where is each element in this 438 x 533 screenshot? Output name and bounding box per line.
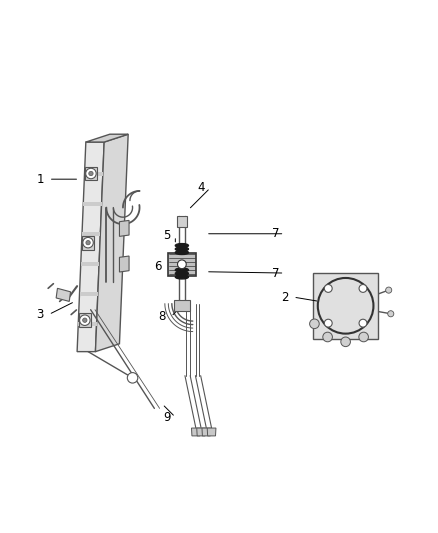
Text: 3: 3 <box>36 308 44 321</box>
Polygon shape <box>95 134 128 352</box>
Polygon shape <box>85 166 97 181</box>
Text: 1: 1 <box>36 173 44 185</box>
Polygon shape <box>80 292 98 296</box>
Polygon shape <box>85 172 103 176</box>
Circle shape <box>388 311 394 317</box>
Polygon shape <box>202 428 211 436</box>
Circle shape <box>359 285 367 293</box>
Text: 7: 7 <box>272 266 279 279</box>
Polygon shape <box>83 202 102 206</box>
Circle shape <box>385 287 392 293</box>
Polygon shape <box>174 300 190 311</box>
Polygon shape <box>82 232 100 236</box>
Circle shape <box>324 285 332 293</box>
Circle shape <box>324 319 332 327</box>
Text: 9: 9 <box>163 410 170 424</box>
Circle shape <box>83 318 87 322</box>
Polygon shape <box>168 253 196 276</box>
Polygon shape <box>120 256 129 272</box>
Circle shape <box>86 240 90 245</box>
Circle shape <box>83 237 93 248</box>
Text: 5: 5 <box>163 229 170 243</box>
Polygon shape <box>207 428 216 436</box>
Polygon shape <box>120 220 129 236</box>
Polygon shape <box>197 428 205 436</box>
Text: 2: 2 <box>281 290 288 304</box>
Ellipse shape <box>175 251 188 254</box>
Circle shape <box>86 168 96 179</box>
Polygon shape <box>86 134 128 142</box>
Circle shape <box>323 332 332 342</box>
Polygon shape <box>313 273 378 338</box>
Circle shape <box>127 373 138 383</box>
Ellipse shape <box>175 244 188 247</box>
Circle shape <box>310 319 319 329</box>
Ellipse shape <box>175 275 188 279</box>
Ellipse shape <box>175 247 188 251</box>
Ellipse shape <box>175 268 188 272</box>
Circle shape <box>359 332 368 342</box>
Circle shape <box>89 171 93 176</box>
Text: 8: 8 <box>159 310 166 323</box>
Polygon shape <box>79 313 91 327</box>
Circle shape <box>341 337 350 346</box>
Polygon shape <box>56 288 71 302</box>
Circle shape <box>80 315 90 326</box>
Text: 7: 7 <box>272 227 279 240</box>
Ellipse shape <box>175 271 188 276</box>
Circle shape <box>177 260 186 269</box>
Polygon shape <box>77 142 104 352</box>
Text: 4: 4 <box>198 181 205 195</box>
Text: 6: 6 <box>154 260 162 273</box>
Polygon shape <box>82 236 94 249</box>
Circle shape <box>359 319 367 327</box>
Polygon shape <box>177 216 187 227</box>
Polygon shape <box>191 428 200 436</box>
Polygon shape <box>81 262 99 266</box>
Polygon shape <box>78 322 97 326</box>
